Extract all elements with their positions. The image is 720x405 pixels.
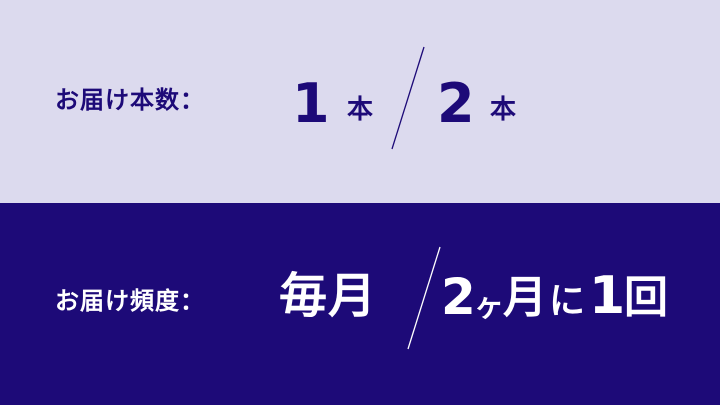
frequency-option-2-month: 月: [503, 272, 547, 323]
frequency-band: [0, 203, 720, 405]
quantity-divider: [391, 46, 425, 150]
quantity-option-1-number: 1: [292, 72, 330, 135]
quantity-section: お届け本数： 1 本 2 本: [0, 0, 720, 203]
frequency-divider: [407, 246, 441, 350]
frequency-option-2-times: 回: [624, 272, 668, 323]
quantity-option-2-unit: 本: [490, 95, 517, 125]
frequency-option-1: 毎月: [279, 268, 378, 324]
frequency-option-2-ni: に: [549, 281, 586, 322]
quantity-option-2-number: 2: [437, 72, 475, 135]
frequency-option-2-ka: ヶ: [474, 289, 504, 324]
frequency-label: お届け頻度：: [55, 287, 205, 315]
frequency-option-2-one: 1: [589, 266, 626, 326]
quantity-label: お届け本数：: [55, 86, 205, 114]
frequency-option-2-number: 2: [441, 268, 476, 326]
quantity-option-1-unit: 本: [347, 95, 374, 125]
